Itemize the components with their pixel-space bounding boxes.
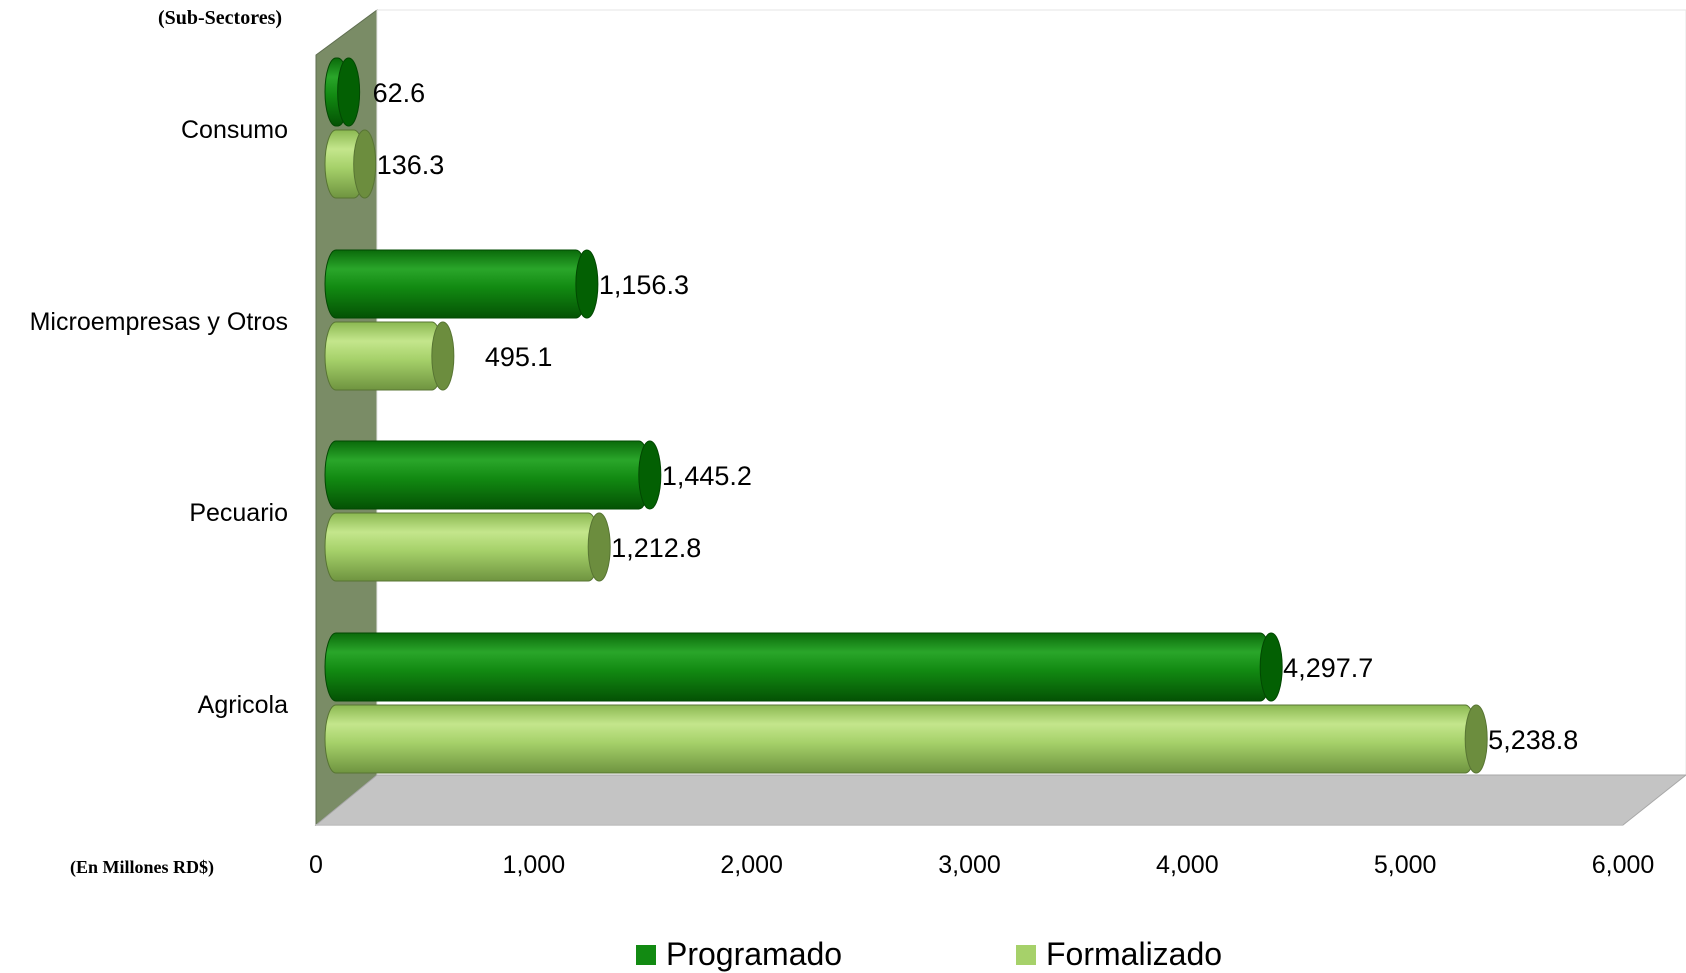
data-label-formalizado-consumo: 136.3 <box>377 150 445 180</box>
x-axis-title: (En Millones RD$) <box>70 857 214 878</box>
data-label-programado-microempresas-y-otros: 1,156.3 <box>599 270 689 300</box>
bar-programado-consumo <box>324 57 361 127</box>
bar-programado-agricola <box>324 632 1283 702</box>
data-label-programado-consumo: 62.6 <box>373 78 426 108</box>
bar-programado-microempresas-y-otros <box>324 249 599 319</box>
bar-formalizado-pecuario <box>324 512 611 582</box>
x-tick-label-1: 1,000 <box>503 851 566 879</box>
legend-label-formalizado: Formalizado <box>1046 936 1222 972</box>
data-label-programado-agricola: 4,297.7 <box>1283 653 1373 683</box>
category-label-agricola: Agricola <box>198 691 288 719</box>
bar-formalizado-microempresas-y-otros <box>324 321 455 391</box>
y-axis-title: (Sub-Sectores) <box>158 7 282 29</box>
x-tick-label-3: 3,000 <box>938 851 1001 879</box>
category-label-microempresas-y-otros: Microempresas y Otros <box>30 308 288 336</box>
data-label-formalizado-agricola: 5,238.8 <box>1488 725 1578 755</box>
data-label-programado-pecuario: 1,445.2 <box>662 461 752 491</box>
x-tick-label-5: 5,000 <box>1374 851 1437 879</box>
bar-formalizado-consumo <box>324 129 377 199</box>
bar-programado-pecuario <box>324 440 662 510</box>
x-tick-label-2: 2,000 <box>720 851 783 879</box>
x-tick-label-4: 4,000 <box>1156 851 1219 879</box>
floor <box>314 774 1686 826</box>
data-label-formalizado-pecuario: 1,212.8 <box>611 533 701 563</box>
data-label-formalizado-microempresas-y-otros: 495.1 <box>485 342 553 372</box>
legend: Programado Formalizado <box>636 936 1222 972</box>
legend-label-programado: Programado <box>666 936 842 972</box>
x-tick-label-6: 6,000 <box>1592 851 1655 879</box>
legend-swatch-programado <box>636 945 656 965</box>
category-label-pecuario: Pecuario <box>189 499 288 527</box>
category-label-consumo: Consumo <box>181 116 288 144</box>
x-tick-label-0: 0 <box>309 851 323 879</box>
legend-swatch-formalizado <box>1016 945 1036 965</box>
bar-formalizado-agricola <box>324 704 1488 774</box>
